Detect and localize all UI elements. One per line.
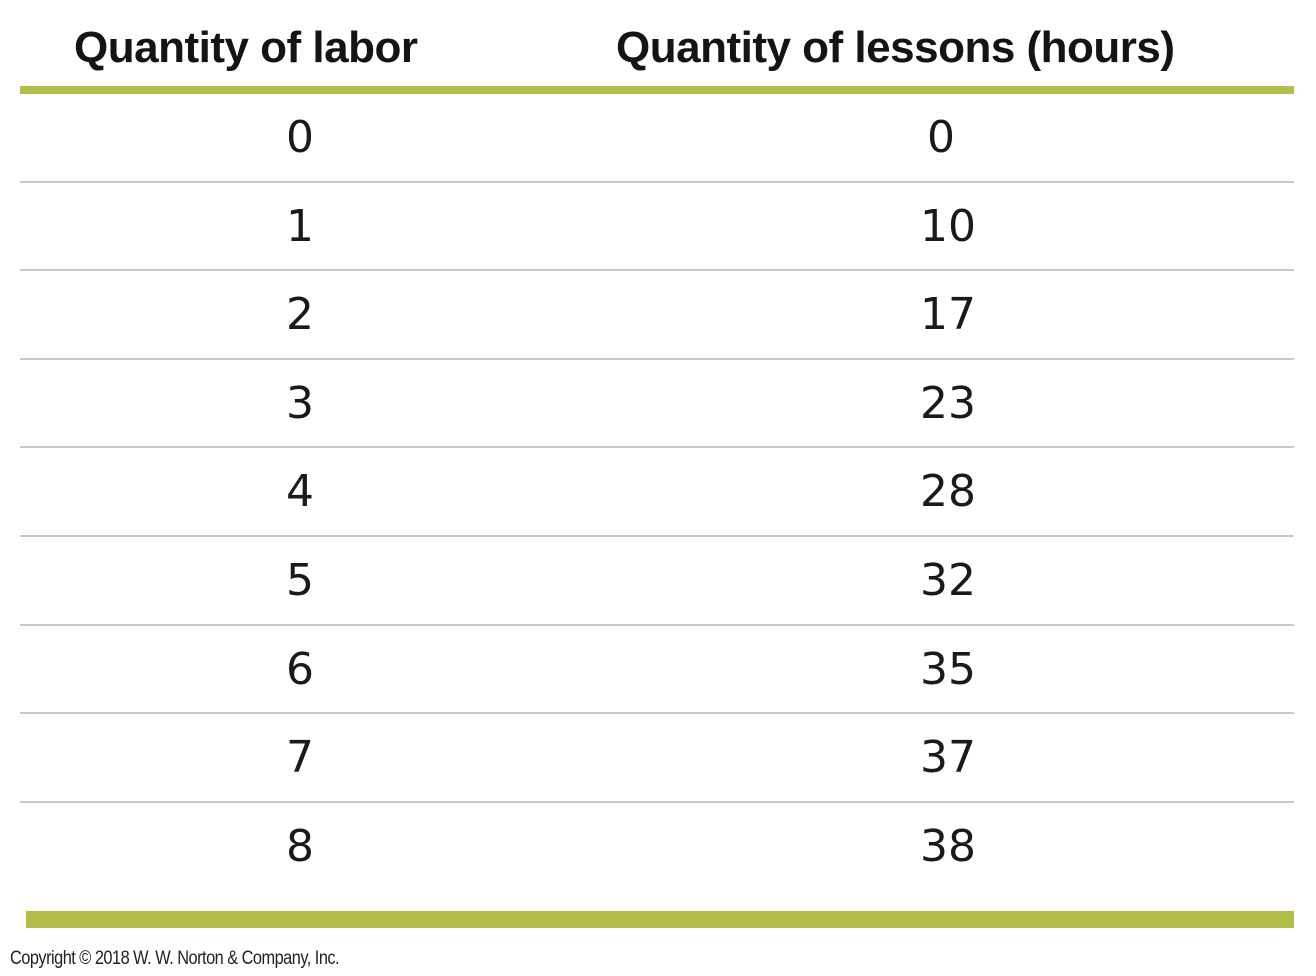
lessons-cell: 23 [920, 377, 976, 429]
footer-rule [26, 911, 1294, 928]
labor-cell: 4 [286, 466, 314, 518]
table-row: 8 38 [20, 803, 1294, 892]
labor-cell: 8 [286, 820, 314, 872]
lessons-cell: 0 [927, 112, 955, 163]
lessons-cell: 28 [920, 466, 976, 518]
labor-cell: 6 [286, 643, 314, 695]
table-row: 6 35 [20, 626, 1294, 715]
labor-cell: 2 [286, 289, 314, 341]
labor-cell: 7 [286, 732, 314, 784]
copyright-notice: Copyright © 2018 W. W. Norton & Company,… [10, 948, 340, 969]
lessons-cell: 10 [920, 200, 976, 252]
labor-cell: 1 [286, 200, 314, 252]
labor-cell: 3 [286, 377, 314, 429]
labor-cell: 0 [286, 112, 314, 163]
table-row: 3 23 [20, 360, 1294, 449]
lessons-cell: 17 [920, 289, 976, 341]
table-row: 1 10 [20, 183, 1294, 272]
table-row: 0 0 [20, 94, 1294, 183]
header-rule [20, 86, 1294, 94]
table-row: 2 17 [20, 271, 1294, 360]
lessons-cell: 38 [920, 820, 976, 872]
table-body: 0 0 1 10 2 17 3 23 4 28 5 32 6 35 7 37 8… [20, 94, 1294, 891]
table-header: Quantity of labor Quantity of lessons (h… [0, 0, 1316, 86]
table-row: 7 37 [20, 714, 1294, 803]
lessons-cell: 32 [920, 554, 976, 606]
lessons-cell: 35 [920, 643, 976, 695]
labor-cell: 5 [286, 554, 314, 606]
table-row: 5 32 [20, 537, 1294, 626]
lessons-cell: 37 [920, 732, 976, 784]
header-quantity-of-lessons: Quantity of lessons (hours) [616, 23, 1175, 72]
table-row: 4 28 [20, 448, 1294, 537]
header-quantity-of-labor: Quantity of labor [74, 23, 418, 72]
